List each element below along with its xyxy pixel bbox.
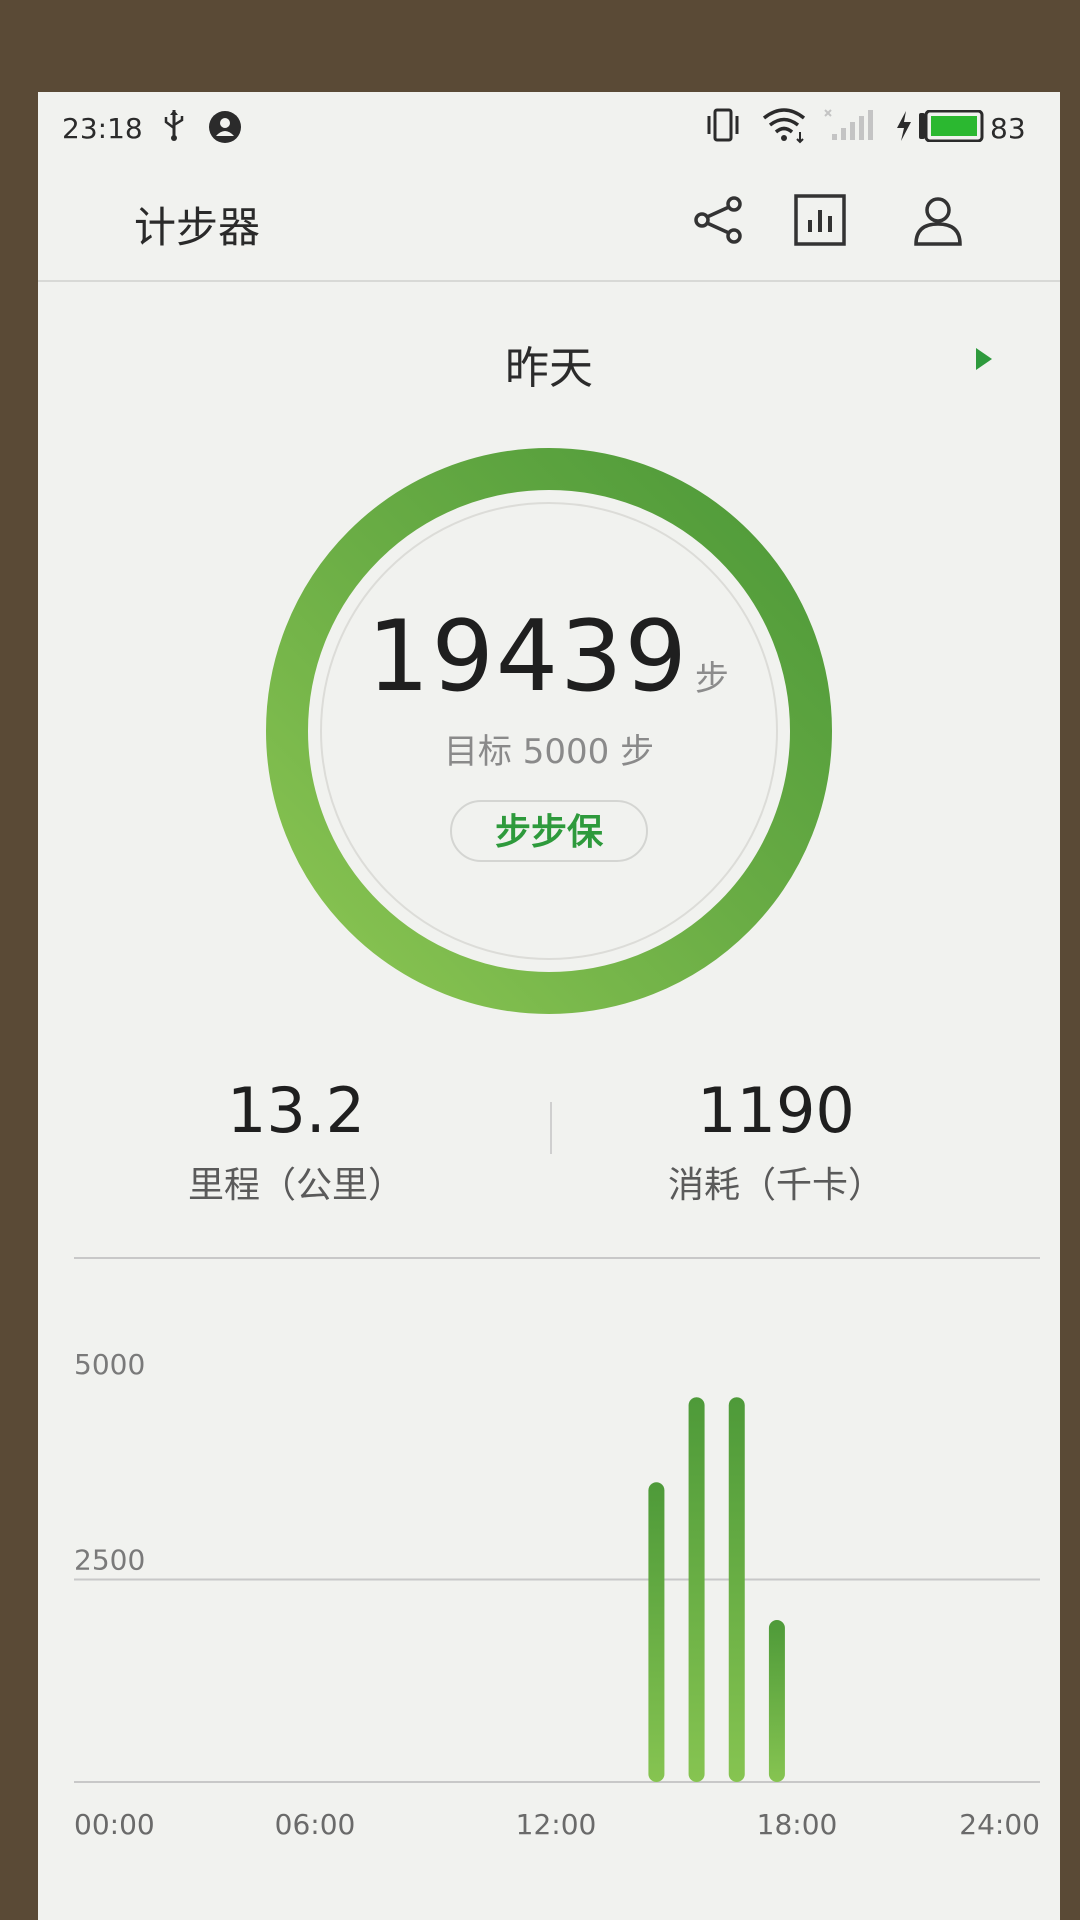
- vibrate-icon: [707, 108, 739, 142]
- chart-x-tick-label: 06:00: [275, 1808, 356, 1841]
- chart-x-tick-label: 12:00: [516, 1808, 597, 1841]
- day-title: 昨天: [505, 343, 593, 394]
- stat-divider: [550, 1102, 552, 1154]
- bar-chart-icon[interactable]: [790, 190, 850, 250]
- charge-icon: [897, 111, 911, 141]
- steps-unit: 步: [694, 659, 731, 699]
- calories-label: 消耗（千卡）: [667, 1165, 884, 1206]
- steps-value: 19439 步: [38, 600, 1060, 714]
- wifi-icon: [762, 108, 806, 144]
- hourly-steps-chart: 5000 2500 00:00 06:00 12:00 18:00 24:00: [74, 1257, 1040, 1841]
- goal-text: 目标 5000 步: [443, 732, 655, 772]
- chart-x-tick-label: 18:00: [757, 1808, 838, 1841]
- calories-value: 1190: [697, 1074, 855, 1147]
- distance-label: 里程（公里）: [187, 1165, 404, 1206]
- usb-icon: [164, 110, 184, 141]
- status-time: 23:18: [62, 112, 143, 145]
- progress-ring-arc: [266, 448, 832, 1014]
- person-icon[interactable]: [908, 190, 968, 250]
- next-day-arrow-icon[interactable]: [974, 346, 994, 372]
- app-bar: 计步器: [38, 164, 1060, 282]
- phone-screen: 23:18: [38, 92, 1060, 1920]
- battery-icon: [919, 110, 984, 142]
- share-icon[interactable]: [688, 190, 748, 250]
- steps-number: 19439: [367, 600, 689, 714]
- account-icon: [209, 111, 241, 143]
- battery-level: 83: [990, 112, 1026, 145]
- step-protect-button[interactable]: 步步保: [450, 800, 648, 862]
- chart-bar: [688, 1397, 705, 1782]
- chart-bar: [728, 1397, 745, 1782]
- progress-ring: [266, 448, 832, 1014]
- app-title: 计步器: [134, 203, 261, 252]
- chart-bar: [648, 1482, 665, 1782]
- signal-icon: [824, 109, 873, 140]
- chart-x-tick-label: 00:00: [74, 1808, 155, 1841]
- chart-y-tick-label: 2500: [74, 1544, 145, 1577]
- distance-value: 13.2: [226, 1074, 366, 1147]
- chart-x-tick-label: 24:00: [959, 1808, 1040, 1841]
- chart-y-tick-label: 5000: [74, 1348, 145, 1381]
- status-bar: 23:18: [38, 92, 1060, 164]
- chart-bar: [768, 1620, 785, 1782]
- progress-ring-inner: [320, 502, 778, 960]
